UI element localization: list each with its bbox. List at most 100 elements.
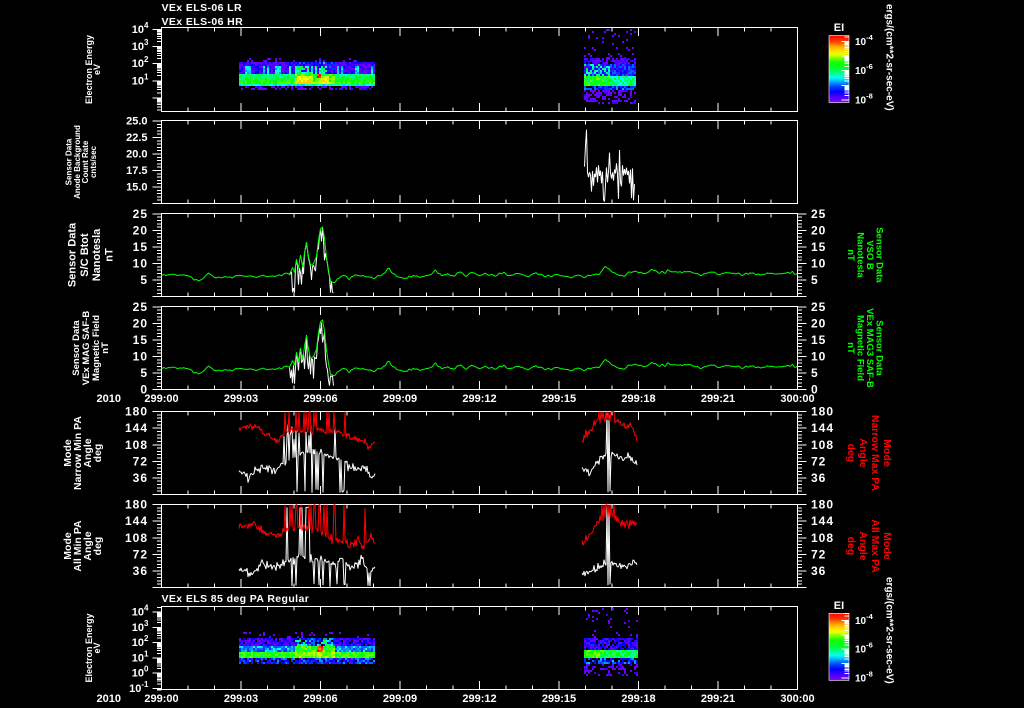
svg-text:300:00: 300:00 <box>780 693 814 705</box>
svg-text:299:15: 299:15 <box>542 393 576 405</box>
svg-text:cnts/sec: cnts/sec <box>89 145 98 178</box>
svg-text:Angle: Angle <box>857 531 869 560</box>
svg-text:15: 15 <box>811 333 826 347</box>
svg-text:deg: deg <box>845 444 857 463</box>
svg-text:Mode: Mode <box>881 532 893 560</box>
svg-text:20: 20 <box>133 316 148 330</box>
svg-text:36: 36 <box>811 564 826 578</box>
svg-text:10-8: 10-8 <box>855 669 873 684</box>
svg-text:VEx MAG3 SAF-B: VEx MAG3 SAF-B <box>864 308 875 388</box>
svg-text:All Min PA: All Min PA <box>72 520 84 572</box>
svg-text:nT: nT <box>845 249 856 261</box>
svg-text:Electron Energy: Electron Energy <box>84 35 94 104</box>
svg-text:Sensor Data: Sensor Data <box>67 222 79 287</box>
svg-text:299:00: 299:00 <box>144 393 178 405</box>
svg-text:299:12: 299:12 <box>462 693 496 705</box>
svg-text:VSO B: VSO B <box>864 240 875 270</box>
svg-text:deg: deg <box>92 537 104 556</box>
svg-text:10-1: 10-1 <box>129 680 149 695</box>
svg-text:nT: nT <box>845 342 856 354</box>
svg-text:144: 144 <box>125 514 148 528</box>
svg-text:Count Rate: Count Rate <box>81 140 90 183</box>
svg-text:36: 36 <box>133 471 148 485</box>
svg-text:101: 101 <box>132 72 149 87</box>
svg-text:17.5: 17.5 <box>126 165 147 177</box>
svg-text:Nanotesla: Nanotesla <box>91 228 103 281</box>
svg-text:36: 36 <box>811 471 826 485</box>
svg-text:5: 5 <box>811 273 819 287</box>
svg-text:2010: 2010 <box>97 693 121 705</box>
svg-text:nT: nT <box>100 342 111 354</box>
svg-text:103: 103 <box>132 38 149 53</box>
svg-text:Narrow Max PA: Narrow Max PA <box>869 415 881 492</box>
svg-text:10-4: 10-4 <box>855 33 874 48</box>
svg-text:VEx ELS-06 LR: VEx ELS-06 LR <box>162 2 242 14</box>
svg-text:15: 15 <box>811 240 826 254</box>
svg-text:VEx ELS-06 HR: VEx ELS-06 HR <box>162 16 244 28</box>
svg-text:Electron Energy: Electron Energy <box>84 613 94 682</box>
svg-text:Angle: Angle <box>857 438 869 467</box>
svg-text:299:15: 299:15 <box>542 693 576 705</box>
svg-text:Magnetic Field: Magnetic Field <box>91 315 102 381</box>
svg-text:300:00: 300:00 <box>780 393 814 405</box>
svg-text:108: 108 <box>125 438 148 452</box>
svg-text:Sensor Data: Sensor Data <box>874 227 885 283</box>
svg-text:36: 36 <box>133 564 148 578</box>
svg-text:15.0: 15.0 <box>126 182 147 194</box>
svg-text:ergs/(cm**2-sr-sec-eV): ergs/(cm**2-sr-sec-eV) <box>884 4 895 111</box>
svg-text:eV: eV <box>92 642 102 653</box>
svg-text:0: 0 <box>140 383 148 397</box>
svg-text:VEx MAG SAF-B: VEx MAG SAF-B <box>81 311 92 386</box>
svg-text:25: 25 <box>811 300 826 314</box>
svg-text:10: 10 <box>133 257 148 271</box>
svg-text:Sensor Data: Sensor Data <box>71 320 82 376</box>
svg-text:Mode: Mode <box>62 532 74 560</box>
svg-text:Nanotesla: Nanotesla <box>855 232 866 278</box>
svg-text:299:03: 299:03 <box>224 393 258 405</box>
svg-text:S/C Btot: S/C Btot <box>79 233 91 277</box>
svg-text:10: 10 <box>811 350 826 364</box>
svg-text:20.0: 20.0 <box>126 149 147 161</box>
svg-text:299:18: 299:18 <box>621 693 655 705</box>
svg-text:Sensor Data: Sensor Data <box>874 320 885 376</box>
svg-text:108: 108 <box>125 531 148 545</box>
svg-text:104: 104 <box>132 604 149 619</box>
svg-text:144: 144 <box>125 421 148 435</box>
svg-text:108: 108 <box>811 438 834 452</box>
svg-text:299:06: 299:06 <box>303 693 337 705</box>
svg-text:15: 15 <box>133 333 148 347</box>
svg-text:108: 108 <box>811 531 834 545</box>
svg-text:15: 15 <box>133 240 148 254</box>
svg-text:102: 102 <box>132 634 149 649</box>
svg-text:180: 180 <box>125 405 148 419</box>
svg-text:100: 100 <box>132 665 149 680</box>
svg-text:ergs/(cm**2-sr-sec-eV): ergs/(cm**2-sr-sec-eV) <box>884 577 895 684</box>
svg-text:deg: deg <box>845 537 857 556</box>
svg-text:299:18: 299:18 <box>621 393 655 405</box>
svg-text:5: 5 <box>140 273 148 287</box>
svg-text:5: 5 <box>140 366 148 380</box>
svg-text:deg: deg <box>92 444 104 463</box>
svg-text:299:09: 299:09 <box>383 693 417 705</box>
svg-text:20: 20 <box>811 223 826 237</box>
svg-text:102: 102 <box>132 55 149 70</box>
svg-text:Mode: Mode <box>62 439 74 467</box>
svg-text:299:21: 299:21 <box>701 393 735 405</box>
svg-text:180: 180 <box>811 405 834 419</box>
svg-text:72: 72 <box>811 454 826 468</box>
svg-text:Narrow Min PA: Narrow Min PA <box>72 416 84 490</box>
svg-text:72: 72 <box>133 454 148 468</box>
svg-text:0: 0 <box>811 383 819 397</box>
svg-text:Anode Background: Anode Background <box>73 125 82 199</box>
svg-text:144: 144 <box>811 514 834 528</box>
svg-text:180: 180 <box>811 498 834 512</box>
svg-text:72: 72 <box>811 547 826 561</box>
svg-text:25: 25 <box>133 300 148 314</box>
svg-text:Sensor Data: Sensor Data <box>65 138 74 185</box>
svg-text:10: 10 <box>811 257 826 271</box>
svg-text:10-6: 10-6 <box>855 62 873 77</box>
svg-text:10: 10 <box>133 350 148 364</box>
svg-text:Magnetic Field: Magnetic Field <box>855 315 866 381</box>
svg-text:Angle: Angle <box>82 438 94 467</box>
svg-text:nT: nT <box>104 248 116 262</box>
